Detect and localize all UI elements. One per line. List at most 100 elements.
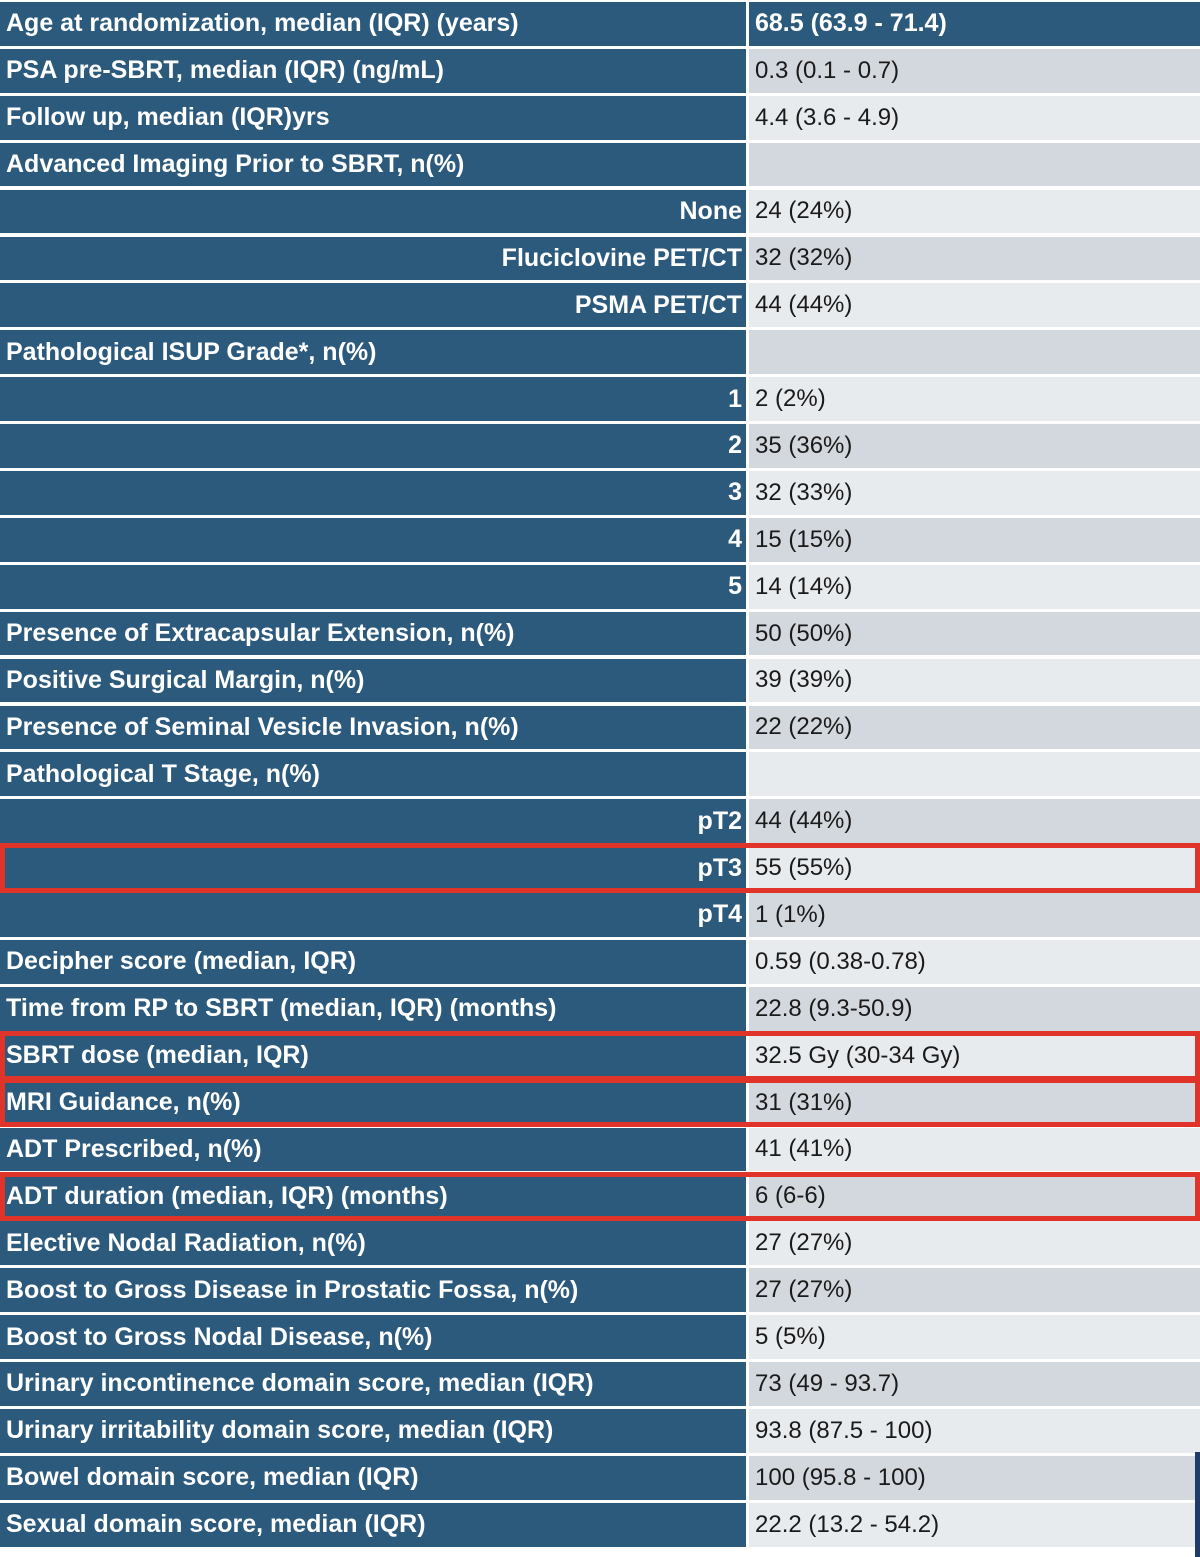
row-value: 32 (33%) xyxy=(749,471,1200,515)
row-sublabel: 1 xyxy=(0,377,746,421)
row-label: ADT duration (median, IQR) (months) xyxy=(0,1174,746,1219)
row-label: Urinary incontinence domain score, media… xyxy=(0,1362,746,1406)
table-row: Elective Nodal Radiation, n(%) 27 (27%) xyxy=(0,1221,1200,1266)
table-row: Age at randomization, median (IQR) (year… xyxy=(0,2,1200,46)
table-row: Boost to Gross Disease in Prostatic Foss… xyxy=(0,1268,1200,1313)
row-label: Bowel domain score, median (IQR) xyxy=(0,1455,746,1500)
table-row: Boost to Gross Nodal Disease, n(%) 5 (5%) xyxy=(0,1315,1200,1359)
table-row: ADT Prescribed, n(%) 41 (41%) xyxy=(0,1127,1200,1172)
row-sublabel: 3 xyxy=(0,471,746,515)
row-label: Presence of Seminal Vesicle Invasion, n(… xyxy=(0,705,746,750)
table-row: Urinary irritability domain score, media… xyxy=(0,1409,1200,1453)
row-value: 15 (15%) xyxy=(749,517,1200,562)
row-value: 4.4 (3.6 - 4.9) xyxy=(749,95,1200,140)
row-value: 32.5 Gy (30-34 Gy) xyxy=(749,1033,1200,1078)
edge-mark xyxy=(1195,1452,1200,1557)
row-value: 0.59 (0.38-0.78) xyxy=(749,940,1200,984)
row-value: 39 (39%) xyxy=(749,658,1200,703)
row-value: 44 (44%) xyxy=(749,283,1200,328)
row-value: 22.8 (9.3-50.9) xyxy=(749,986,1200,1031)
table-row: Fluciclovine PET/CT 32 (32%) xyxy=(0,236,1200,281)
table-row: Bowel domain score, median (IQR) 100 (95.… xyxy=(0,1455,1200,1500)
table-row: MRI Guidance, n(%) 31 (31%) xyxy=(0,1080,1200,1125)
row-value: 2 (2%) xyxy=(749,377,1200,421)
row-value: 1 (1%) xyxy=(749,893,1200,937)
table-row: Follow up, median (IQR)yrs 4.4 (3.6 - 4.9… xyxy=(0,95,1200,140)
table-row: 5 14 (14%) xyxy=(0,564,1200,609)
table-row: ADT duration (median, IQR) (months) 6 (6-… xyxy=(0,1174,1200,1219)
row-value: 27 (27%) xyxy=(749,1221,1200,1266)
table-row: Advanced Imaging Prior to SBRT, n(%) xyxy=(0,142,1200,187)
row-value: 22 (22%) xyxy=(749,705,1200,750)
row-label: Urinary irritability domain score, media… xyxy=(0,1409,746,1453)
row-label: PSA pre-SBRT, median (IQR) (ng/mL) xyxy=(0,48,746,93)
table-row: PSA pre-SBRT, median (IQR) (ng/mL) 0.3 (0… xyxy=(0,48,1200,93)
row-sublabel: pT2 xyxy=(0,799,746,844)
table-row: pT2 44 (44%) xyxy=(0,799,1200,844)
row-value xyxy=(749,330,1200,375)
row-label: Boost to Gross Nodal Disease, n(%) xyxy=(0,1315,746,1359)
row-label: SBRT dose (median, IQR) xyxy=(0,1033,746,1078)
table-row: pT4 1 (1%) xyxy=(0,893,1200,937)
row-label: Pathological ISUP Grade*, n(%) xyxy=(0,330,746,375)
row-value: 22.2 (13.2 - 54.2) xyxy=(749,1502,1200,1547)
table-row: PSMA PET/CT 44 (44%) xyxy=(0,283,1200,328)
row-label: Advanced Imaging Prior to SBRT, n(%) xyxy=(0,142,746,187)
row-value: 100 (95.8 - 100) xyxy=(749,1455,1200,1500)
row-label: Boost to Gross Disease in Prostatic Foss… xyxy=(0,1268,746,1313)
row-value: 73 (49 - 93.7) xyxy=(749,1362,1200,1406)
row-value: 50 (50%) xyxy=(749,611,1200,656)
row-value: 68.5 (63.9 - 71.4) xyxy=(749,2,1200,46)
table-row: pT3 55 (55%) xyxy=(0,846,1200,890)
table-row: 2 35 (36%) xyxy=(0,424,1200,468)
row-sublabel: pT4 xyxy=(0,893,746,937)
table-row: Decipher score (median, IQR) 0.59 (0.38-0… xyxy=(0,940,1200,984)
table-row: Positive Surgical Margin, n(%) 39 (39%) xyxy=(0,658,1200,703)
row-label: ADT Prescribed, n(%) xyxy=(0,1127,746,1172)
row-label: MRI Guidance, n(%) xyxy=(0,1080,746,1125)
table-row: Pathological ISUP Grade*, n(%) xyxy=(0,330,1200,375)
row-label: Sexual domain score, median (IQR) xyxy=(0,1502,746,1547)
row-label: Elective Nodal Radiation, n(%) xyxy=(0,1221,746,1266)
row-value: 44 (44%) xyxy=(749,799,1200,844)
row-value: 55 (55%) xyxy=(749,846,1200,890)
row-value xyxy=(749,752,1200,797)
row-value: 41 (41%) xyxy=(749,1127,1200,1172)
row-sublabel: 4 xyxy=(0,517,746,562)
table-row: Sexual domain score, median (IQR) 22.2 (1… xyxy=(0,1502,1200,1547)
table-row: Presence of Extracapsular Extension, n(%… xyxy=(0,611,1200,656)
row-sublabel: 5 xyxy=(0,564,746,609)
row-label: Age at randomization, median (IQR) (year… xyxy=(0,2,746,46)
row-value: 93.8 (87.5 - 100) xyxy=(749,1409,1200,1453)
row-sublabel: pT3 xyxy=(0,846,746,890)
row-sublabel: 2 xyxy=(0,424,746,468)
table-row: 3 32 (33%) xyxy=(0,471,1200,515)
row-label: Time from RP to SBRT (median, IQR) (mont… xyxy=(0,986,746,1031)
row-value: 35 (36%) xyxy=(749,424,1200,468)
row-value: 0.3 (0.1 - 0.7) xyxy=(749,48,1200,93)
table-row: Urinary incontinence domain score, media… xyxy=(0,1362,1200,1406)
row-value xyxy=(749,142,1200,187)
row-sublabel: PSMA PET/CT xyxy=(0,283,746,328)
table-row: Presence of Seminal Vesicle Invasion, n(… xyxy=(0,705,1200,750)
row-label: Decipher score (median, IQR) xyxy=(0,940,746,984)
table-row: SBRT dose (median, IQR) 32.5 Gy (30-34 Gy… xyxy=(0,1033,1200,1078)
row-label: Positive Surgical Margin, n(%) xyxy=(0,658,746,703)
table-row: Time from RP to SBRT (median, IQR) (mont… xyxy=(0,986,1200,1031)
row-value: 31 (31%) xyxy=(749,1080,1200,1125)
table-row: 4 15 (15%) xyxy=(0,517,1200,562)
row-value: 5 (5%) xyxy=(749,1315,1200,1359)
row-sublabel: Fluciclovine PET/CT xyxy=(0,236,746,281)
row-label: Follow up, median (IQR)yrs xyxy=(0,95,746,140)
row-label: Pathological T Stage, n(%) xyxy=(0,752,746,797)
row-sublabel: None xyxy=(0,189,746,234)
row-value: 27 (27%) xyxy=(749,1268,1200,1313)
table-row: Pathological T Stage, n(%) xyxy=(0,752,1200,797)
row-value: 6 (6-6) xyxy=(749,1174,1200,1219)
row-value: 24 (24%) xyxy=(749,189,1200,234)
row-value: 14 (14%) xyxy=(749,564,1200,609)
row-label: Presence of Extracapsular Extension, n(%… xyxy=(0,611,746,656)
row-value: 32 (32%) xyxy=(749,236,1200,281)
